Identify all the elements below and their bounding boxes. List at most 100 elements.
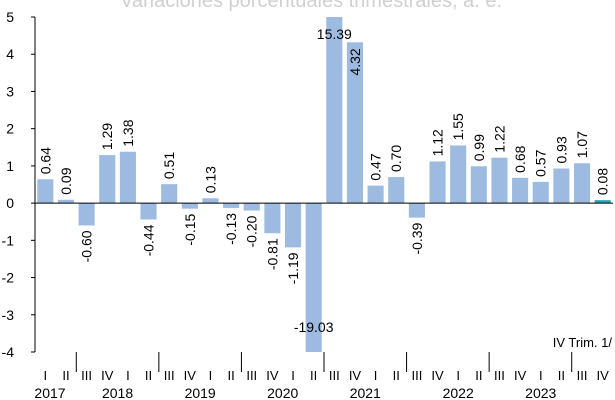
- year-label-3: 2020: [267, 385, 298, 400]
- bar-25: [553, 168, 570, 204]
- bar-16: [367, 185, 384, 204]
- data-label-10: -0.20: [244, 215, 260, 247]
- quarter-label-1: II: [62, 368, 69, 383]
- quarter-label-2: III: [81, 368, 92, 383]
- bar-5: [140, 203, 157, 220]
- quarter-label-10: III: [246, 368, 257, 383]
- data-label-19: 1.12: [430, 129, 446, 156]
- bar-24: [532, 181, 549, 204]
- quarter-label-21: II: [475, 368, 482, 383]
- y-tick-label-7: -2: [2, 270, 15, 286]
- data-label-20: 1.55: [450, 113, 466, 140]
- quarter-label-25: II: [558, 368, 565, 383]
- bar-26: [573, 163, 591, 204]
- data-label-27: 0.08: [595, 168, 611, 195]
- quarter-label-18: III: [411, 368, 422, 383]
- bar-10: [243, 203, 260, 211]
- quarter-label-14: III: [329, 368, 340, 383]
- quarter-label-9: II: [227, 368, 234, 383]
- quarter-label-8: I: [209, 368, 213, 383]
- x-axis-labels-group: I II III IV I II III IV I II III IV I II III IV I II III IV…: [34, 368, 609, 400]
- bar-17: [388, 177, 405, 204]
- y-tick-label-0: 5: [6, 9, 14, 25]
- data-labels-group: 0.64 0.09 -0.60 1.29 1.38 -0.44 0.51 -0.15 0.13 -…: [37, 26, 610, 335]
- year-label-5: 2022: [443, 385, 474, 400]
- data-label-1: 0.09: [58, 167, 74, 194]
- quarter-label-17: II: [393, 368, 400, 383]
- y-tick-label-9: -4: [2, 344, 15, 360]
- year-label-4: 2021: [350, 385, 381, 400]
- year-label-2: 2019: [185, 385, 216, 400]
- quarter-label-23: IV: [514, 368, 527, 383]
- y-tick-label-2: 3: [6, 83, 14, 99]
- bar-13: [305, 203, 322, 352]
- data-label-12: -1.19: [285, 252, 301, 284]
- bar-6: [161, 184, 178, 204]
- quarter-label-6: III: [164, 368, 175, 383]
- bars-group: [37, 17, 611, 352]
- quarter-label-0: I: [44, 368, 48, 383]
- data-label-13: -19.03: [294, 319, 334, 335]
- data-label-0: 0.64: [37, 147, 53, 174]
- data-label-4: 1.38: [120, 119, 136, 146]
- quarter-label-24: I: [539, 368, 543, 383]
- bar-9: [223, 203, 240, 208]
- y-tick-label-8: -3: [2, 307, 15, 323]
- quarter-label-19: IV: [431, 368, 444, 383]
- bar-0: [37, 179, 54, 204]
- data-label-17: 0.70: [388, 145, 404, 172]
- year-label-6: 2023: [525, 385, 556, 400]
- chart-title: Variaciones porcentuales trimestrales, a…: [120, 0, 502, 12]
- chart-note: IV Trim. 1/: [553, 335, 613, 350]
- quarter-label-5: II: [145, 368, 152, 383]
- quarter-label-20: I: [456, 368, 460, 383]
- data-label-5: -0.44: [141, 224, 157, 256]
- y-tick-label-1: 4: [6, 46, 14, 62]
- data-label-25: 0.93: [553, 136, 569, 163]
- bar-18: [408, 203, 425, 218]
- bar-15: [346, 42, 364, 204]
- year-label-1: 2018: [102, 385, 133, 400]
- data-label-16: 0.47: [368, 153, 384, 180]
- axes-group: 5 4 3 2 1 0 -1 -2 -3 -4: [2, 9, 613, 372]
- quarter-label-26: III: [577, 368, 588, 383]
- data-label-9: -0.13: [223, 213, 239, 245]
- bar-19: [429, 161, 446, 204]
- bar-21: [470, 166, 487, 204]
- data-label-8: 0.13: [202, 166, 218, 193]
- quarter-label-12: I: [291, 368, 295, 383]
- quarter-label-7: IV: [184, 368, 197, 383]
- bar-8: [202, 198, 219, 204]
- bar-20: [450, 145, 467, 204]
- data-label-24: 0.57: [533, 149, 549, 176]
- data-label-6: 0.51: [161, 152, 177, 179]
- quarter-label-3: IV: [101, 368, 114, 383]
- data-label-14: 15.39: [317, 26, 352, 42]
- year-label-0: 2017: [34, 385, 65, 400]
- bar-14: [326, 17, 343, 204]
- y-tick-label-3: 2: [6, 121, 14, 137]
- y-tick-label-6: -1: [2, 232, 15, 248]
- bar-11: [264, 203, 281, 234]
- bar-27: [594, 200, 611, 204]
- bar-7: [181, 203, 198, 209]
- data-label-3: 1.29: [99, 123, 115, 150]
- data-label-26: 1.07: [574, 131, 590, 158]
- data-label-11: -0.81: [264, 238, 280, 270]
- y-tick-label-5: 0: [6, 195, 14, 211]
- quarter-label-11: IV: [266, 368, 279, 383]
- data-label-2: -0.60: [79, 230, 95, 262]
- data-label-7: -0.15: [182, 213, 198, 245]
- bar-1: [57, 199, 75, 204]
- bar-12: [284, 203, 302, 248]
- bar-2: [78, 203, 95, 226]
- bar-22: [491, 157, 508, 204]
- bar-3: [99, 155, 116, 204]
- data-label-21: 0.99: [471, 134, 487, 161]
- quarter-label-15: IV: [349, 368, 362, 383]
- quarter-label-4: I: [126, 368, 130, 383]
- bar-23: [512, 177, 529, 204]
- quarter-label-16: I: [374, 368, 378, 383]
- data-label-15: 4.32: [347, 48, 363, 75]
